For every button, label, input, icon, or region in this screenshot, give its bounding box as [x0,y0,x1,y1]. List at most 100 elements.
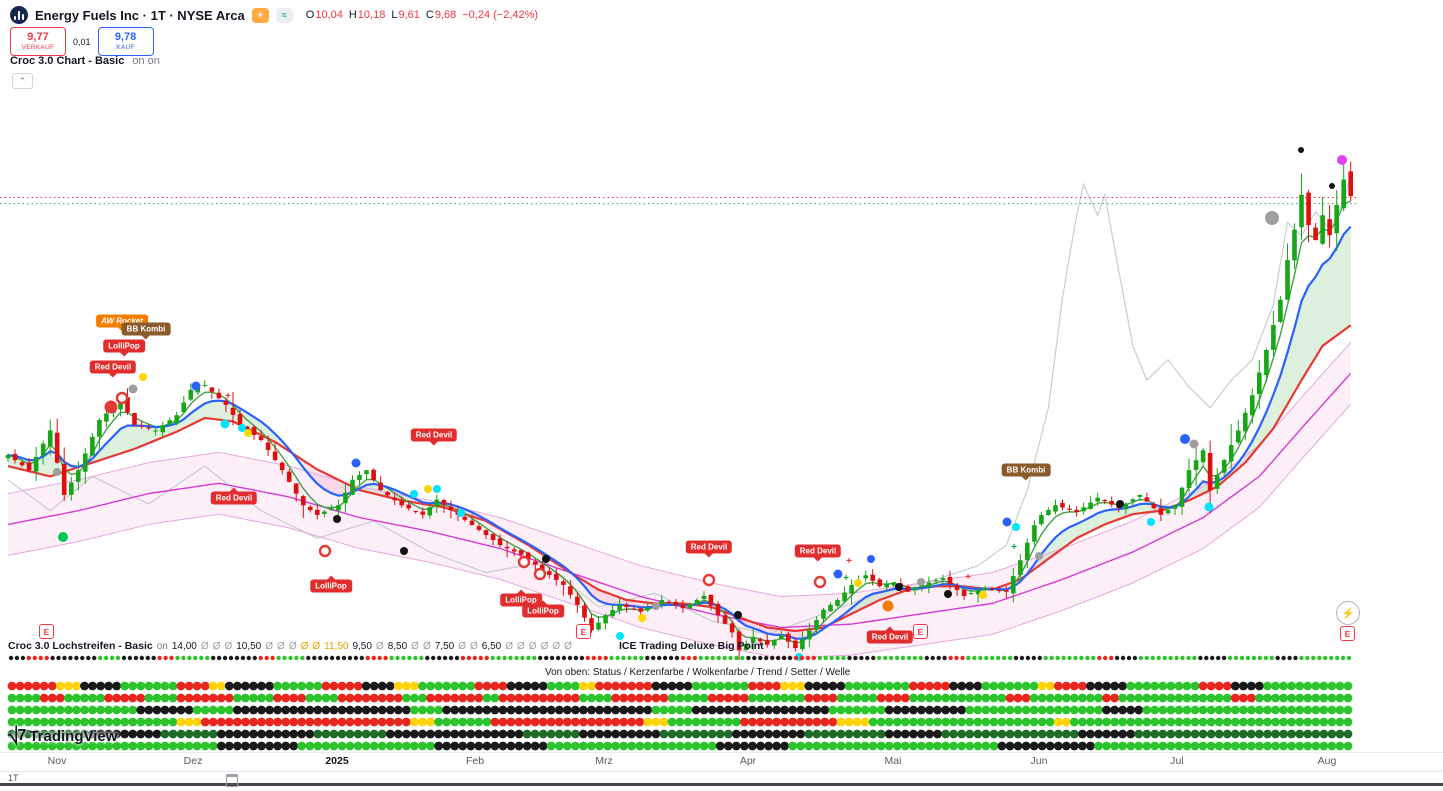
indicator-name: Croc 3.0 Lochstreifen - Basic [8,640,153,652]
svg-text:+: + [965,572,971,583]
ohlc-token: H10,18 [348,9,386,21]
status-value: Ø [200,641,209,652]
red-ma-line [7,324,1352,633]
time-axis-label: Feb [465,755,485,767]
time-axis-label: Nov [47,755,67,767]
ohlc-values: O10,04 H10,18 L9,61 C9,68 −0,24 (−2,42%) [306,9,538,21]
interval-label[interactable]: 1T [8,773,19,783]
indicator-title-big-point[interactable]: ICE Trading Deluxe Big Point [619,640,764,652]
indicator-name: Croc 3.0 Chart - Basic [10,55,125,67]
indicator-title-lochstreifen[interactable]: Croc 3.0 Lochstreifen - Basic on 14,00 Ø Ø Ø 1… [8,640,572,652]
status-value: Ø [375,641,384,652]
signal-label-bb-kombi: BB Kombi [121,322,171,336]
ohlc-token: C9,68 [425,9,457,21]
earnings-marker-icon[interactable]: E [913,624,928,639]
symbol-header: Energy Fuels Inc · 1T · NYSE Arca ☀ ≈ O1… [10,6,538,24]
time-axis-label: Aug [1317,755,1337,767]
punch-rows [7,655,1353,751]
status-value: Ø [277,641,285,652]
signal-label-red-devil: Red Devil [685,540,733,554]
signal-label-red-devil: Red Devil [410,428,458,442]
window-bottom-edge [0,783,1443,786]
status-value: Ø [517,641,525,652]
sell-button[interactable]: 9,77 VERKAUF [10,27,66,56]
symbol-title[interactable]: Energy Fuels Inc · 1T · NYSE Arca [35,7,245,23]
bottombar-separator [0,771,1443,772]
signal-label-bb-kombi: BB Kombi [1001,463,1051,477]
status-value: 7,50 [434,641,455,652]
status-value: 8,50 [387,641,408,652]
svg-text:+: + [225,391,231,402]
time-axis-label: Jul [1170,755,1184,767]
sell-label: VERKAUF [21,43,55,51]
buy-label: KAUF [116,43,135,51]
time-axis-label: Dez [183,755,203,767]
status-value: Ø [265,641,274,652]
status-value: Ø [212,641,221,652]
svg-text:+: + [1011,542,1017,553]
time-axis-label: Jun [1030,755,1048,767]
collapse-panel-button[interactable]: ⌃ [12,73,33,89]
status-value: Ø [422,641,431,652]
status-value: Ø [300,641,309,652]
time-axis-label: Mrz [595,755,613,767]
time-axis-label: Mai [884,755,902,767]
symbol-logo-icon[interactable] [10,6,28,24]
sun-badge-icon: ☀ [251,7,269,23]
magenta-band [8,342,1351,659]
trade-panel: 9,77 VERKAUF 0,01 9,78 KAUF [10,27,154,56]
status-value: Ø [288,641,297,652]
signal-label-lollipop: LolliPop [522,604,564,618]
signal-label-lollipop: LolliPop [500,593,542,607]
tradingview-watermark[interactable]: ⎷7 TradingView [8,727,117,745]
status-value: Ø [528,641,537,652]
signal-label-red-devil: Red Devil [866,630,914,644]
signal-dots: + + + + + + [53,147,1347,661]
band-lower-line [7,403,1352,659]
indicator-title-croc-chart[interactable]: Croc 3.0 Chart - Basic on on [10,55,160,67]
status-value: Ø [469,641,478,652]
indicator-status[interactable]: on [156,641,168,652]
svg-text:+: + [846,556,852,567]
status-value: Ø [224,641,233,652]
signal-label-red-devil: Red Devil [89,360,137,374]
signal-label-lollipop: LolliPop [310,579,352,593]
indicator-status[interactable]: on on [132,55,160,67]
earnings-marker-icon[interactable]: E [1340,626,1355,641]
sell-price: 9,77 [27,30,49,43]
status-value: Ø [458,641,466,652]
signal-label-red-devil: Red Devil [210,491,258,505]
status-value: Ø [552,641,561,652]
ohlc-token: L9,61 [391,9,420,21]
ohlc-token: O10,04 [305,9,343,21]
earnings-marker-icon[interactable]: E [576,624,591,639]
buy-price: 9,78 [114,30,137,43]
svg-text:+: + [469,512,475,523]
buy-button[interactable]: 9,78 KAUF [97,27,154,56]
band-upper-line [7,342,1352,598]
quick-trade-lightning-button[interactable]: ⚡ [1336,601,1360,625]
tradingview-logo-icon: ⎷7 [8,727,26,744]
svg-text:+: + [843,573,849,584]
status-value: Ø [312,641,321,652]
time-axis-label: Apr [739,755,757,767]
change-value: −0,24 (−2,42%) [462,9,539,21]
signal-label-red-devil: Red Devil [794,544,842,558]
status-value: 10,50 [236,641,262,652]
status-value: 9,50 [352,641,372,652]
time-axis-label: 2025 [325,755,349,767]
status-value: 11,50 [324,641,349,652]
status-value: Ø [411,641,419,652]
spread-value: 0,01 [73,36,91,47]
tradingview-logo-text: TradingView [29,727,118,745]
axis-separator [0,752,1443,753]
earnings-marker-icon[interactable]: E [39,624,54,639]
bottom-toolbar: 1T [8,773,19,783]
wave-badge-icon: ≈ [275,7,293,23]
status-value: 6,50 [481,641,502,652]
status-value: Ø [505,641,514,652]
status-value: Ø [540,641,549,652]
calendar-icon[interactable] [226,774,238,787]
punchrows-legend: Von oben: Status / Kerzenfarbe / Wolkenf… [545,667,851,678]
